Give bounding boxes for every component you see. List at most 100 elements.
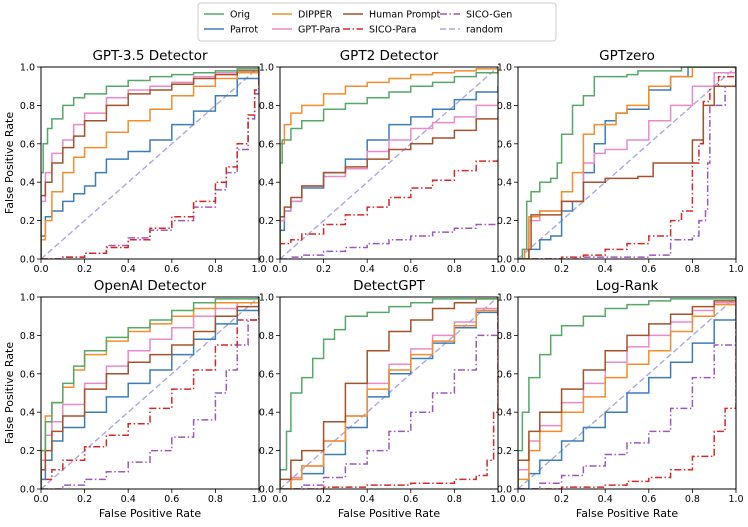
series-sico-para <box>280 157 498 259</box>
series-human-prompt <box>518 67 736 259</box>
x-axis-label: False Positive Rate <box>338 507 440 520</box>
y-tick-label: 0.4 <box>259 178 274 189</box>
series-orig <box>41 67 259 259</box>
axes-frame <box>40 296 260 490</box>
y-tick-label: 0.2 <box>497 216 512 227</box>
x-tick-label: 1.0 <box>251 494 266 505</box>
panel: GPT2 Detector 0.00.0 0.2 0.2 0.4 0.4 0.6 0.6 0.8… <box>259 48 506 275</box>
x-tick-label: 0.0 <box>272 494 287 505</box>
panel-title: Log-Rank <box>596 278 659 294</box>
series-sico-para <box>518 316 736 489</box>
y-tick-label: 0.4 <box>259 408 274 419</box>
x-axis-label: False Positive Rate <box>576 507 678 520</box>
series-sico-gen <box>280 297 498 489</box>
y-tick-label: 0.8 <box>20 331 35 342</box>
plot-area <box>280 67 498 259</box>
series-orig <box>518 67 736 259</box>
y-tick-label: 0.2 <box>497 446 512 457</box>
y-tick-label: 0.8 <box>259 101 274 112</box>
axes-frame <box>279 296 499 490</box>
legend-label: GPT-Para <box>298 25 340 36</box>
legend-label: SICO-Para <box>369 25 417 36</box>
plot-area <box>280 297 498 489</box>
series-parrot <box>280 86 498 259</box>
plot-area <box>41 297 259 489</box>
x-tick-label: 0.8 <box>685 264 700 275</box>
y-tick-label: 0.6 <box>497 139 512 150</box>
legend-label: SICO-Gen <box>466 10 512 21</box>
x-tick-label: 1.0 <box>490 494 505 505</box>
y-tick-label: 1.0 <box>20 293 35 304</box>
series-human-prompt <box>280 116 498 259</box>
y-tick-label: 0.8 <box>497 101 512 112</box>
x-tick-label: 0.2 <box>77 264 92 275</box>
series-gpt-para <box>280 97 498 259</box>
series-parrot <box>518 297 736 489</box>
legend-label: Parrot <box>230 25 258 36</box>
series-random <box>518 67 736 259</box>
series-sico-para <box>41 67 259 259</box>
axes-frame <box>517 66 737 260</box>
y-tick-label: 0.4 <box>497 408 512 419</box>
axes-frame <box>517 296 737 490</box>
series-dipper <box>280 297 498 489</box>
x-tick-label: 0.6 <box>164 264 179 275</box>
panel: GPT-3.5 Detector 0.00.0 0.2 0.2 0.4 0.4 0.6 0.6… <box>3 48 267 275</box>
series-human-prompt <box>41 67 259 259</box>
series-sico-para <box>280 297 498 489</box>
x-tick-label: 0.8 <box>685 494 700 505</box>
x-tick-label: 0.0 <box>33 264 48 275</box>
y-tick-label: 1.0 <box>259 63 274 74</box>
x-tick-label: 0.0 <box>510 494 525 505</box>
y-tick-label: 1.0 <box>20 63 35 74</box>
x-tick-label: 0.6 <box>403 264 418 275</box>
panel-title: GPT2 Detector <box>340 48 439 64</box>
x-tick-label: 0.6 <box>403 494 418 505</box>
series-random <box>41 67 259 259</box>
y-tick-label: 0.0 <box>20 255 35 266</box>
x-tick-label: 0.4 <box>360 264 375 275</box>
y-tick-label: 0.0 <box>259 485 274 496</box>
x-tick-label: 0.0 <box>510 264 525 275</box>
series-dipper <box>518 67 736 259</box>
y-tick-label: 0.0 <box>20 485 35 496</box>
y-tick-label: 0.8 <box>20 101 35 112</box>
y-tick-label: 0.6 <box>259 369 274 380</box>
y-tick-label: 0.0 <box>259 255 274 266</box>
axes-frame <box>40 66 260 260</box>
series-random <box>280 67 498 259</box>
panel-title: DetectGPT <box>353 278 426 294</box>
x-tick-label: 0.2 <box>554 264 569 275</box>
x-tick-label: 0.4 <box>598 494 613 505</box>
series-dipper <box>518 297 736 489</box>
y-tick-label: 0.8 <box>259 331 274 342</box>
series-gpt-para <box>518 297 736 489</box>
x-tick-label: 0.0 <box>272 264 287 275</box>
y-tick-label: 1.0 <box>259 293 274 304</box>
series-orig <box>41 297 259 489</box>
series-gpt-para <box>518 67 736 259</box>
x-tick-label: 1.0 <box>728 494 743 505</box>
legend-frame <box>197 2 557 42</box>
y-tick-label: 0.2 <box>20 446 35 457</box>
series-orig <box>518 297 736 489</box>
x-tick-label: 0.8 <box>447 494 462 505</box>
x-tick-label: 0.4 <box>360 494 375 505</box>
legend: Orig Parrot DIPPER GPT-Para Human Prompt SICO… <box>197 2 557 42</box>
panel: GPTzero 0.00.0 0.2 0.2 0.4 0.4 0.6 0.6 0.8 0.8 1.0… <box>497 48 744 275</box>
legend-label: Human Prompt <box>369 10 441 21</box>
plot-area <box>41 67 259 259</box>
y-tick-label: 0.4 <box>497 178 512 189</box>
x-tick-label: 0.0 <box>33 494 48 505</box>
y-tick-label: 1.0 <box>497 293 512 304</box>
y-axis-label: False Positive Rate <box>3 112 16 214</box>
x-tick-label: 0.2 <box>554 494 569 505</box>
series-orig <box>280 297 498 489</box>
y-tick-label: 0.2 <box>259 446 274 457</box>
x-tick-label: 1.0 <box>490 264 505 275</box>
series-human-prompt <box>280 297 498 489</box>
legend-label: Orig <box>230 10 250 21</box>
series-orig <box>280 70 498 259</box>
series-dipper <box>41 67 259 259</box>
